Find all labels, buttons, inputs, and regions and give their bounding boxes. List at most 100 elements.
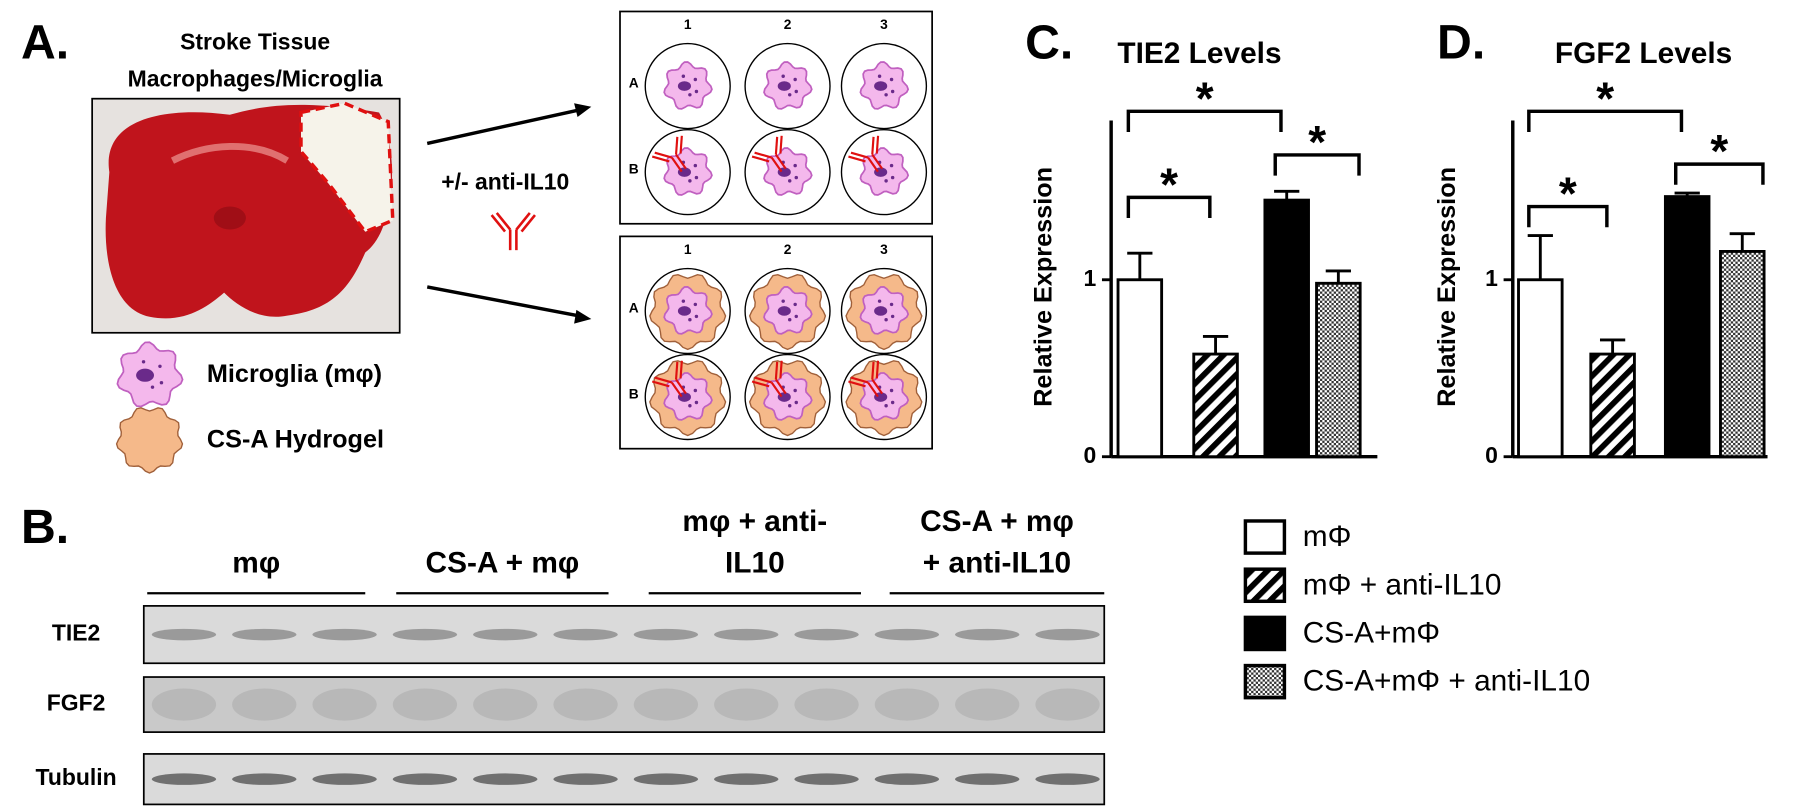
y-tick-label: 1 bbox=[1485, 265, 1498, 291]
legend-label: CS-A+mΦ + anti-IL10 bbox=[1303, 665, 1590, 698]
blot-band bbox=[794, 628, 859, 641]
lane-group-label: CS-A + mφ bbox=[920, 505, 1074, 538]
blot-band bbox=[473, 688, 538, 721]
legend-swatch bbox=[1243, 615, 1287, 652]
bar bbox=[1719, 250, 1766, 459]
key-label: Microglia (mφ) bbox=[207, 360, 382, 388]
y-axis-label: Relative Expression bbox=[1433, 167, 1461, 407]
bar bbox=[1263, 198, 1310, 459]
granule bbox=[794, 89, 798, 94]
granule bbox=[781, 299, 785, 303]
antibody-stroke bbox=[520, 214, 536, 233]
chart-title: TIE2 Levels bbox=[1117, 37, 1281, 70]
blot-strip bbox=[142, 605, 1106, 665]
y-axis-label: Relative Expression bbox=[1029, 167, 1057, 407]
antibody-stroke bbox=[848, 380, 866, 388]
blot-band bbox=[955, 688, 1020, 721]
blot-band bbox=[232, 773, 297, 785]
arrow-head bbox=[574, 309, 592, 324]
legend: mΦ mΦ + anti-IL10 CS-A+mΦ CS-A+mΦ + anti-IL… bbox=[1243, 519, 1590, 700]
panel-label: D. bbox=[1437, 16, 1485, 70]
panel-label: A. bbox=[21, 16, 69, 70]
panel-title: Stroke Tissue bbox=[180, 29, 330, 55]
blot-band bbox=[714, 688, 779, 721]
significance-label: * bbox=[1559, 167, 1577, 219]
granule bbox=[788, 317, 792, 322]
nucleus bbox=[874, 81, 888, 91]
antibody-stroke bbox=[779, 135, 783, 154]
granule bbox=[884, 317, 888, 322]
blot-band bbox=[794, 773, 859, 785]
blot-band bbox=[553, 688, 618, 721]
significance-bracket bbox=[1674, 162, 1765, 185]
antibody-icon bbox=[490, 212, 536, 251]
antibody-stroke bbox=[875, 135, 880, 154]
antibody-stroke bbox=[651, 380, 670, 388]
significance-label: * bbox=[1710, 125, 1728, 177]
blot-band bbox=[392, 773, 458, 785]
charts: C. TIE2 Levels Relative Expression 0 1 * * * D. F… bbox=[1025, 16, 1768, 468]
granule bbox=[681, 74, 686, 78]
key-label: CS-A Hydrogel bbox=[207, 425, 384, 453]
nucleus bbox=[874, 306, 888, 316]
antibody-stroke bbox=[867, 156, 879, 173]
blot-band bbox=[232, 688, 297, 721]
blot-band bbox=[633, 688, 699, 721]
blot-strip bbox=[142, 676, 1106, 733]
antibody-stroke bbox=[770, 381, 783, 398]
blot-band bbox=[392, 688, 458, 721]
antibody-icon bbox=[848, 360, 884, 398]
significance-bracket bbox=[1527, 204, 1609, 228]
panel-label: B. bbox=[21, 500, 69, 554]
antibody-stroke bbox=[675, 153, 687, 170]
granule bbox=[889, 302, 894, 307]
granule bbox=[890, 89, 895, 94]
antibody-icon bbox=[651, 135, 687, 173]
granule bbox=[793, 163, 797, 168]
antibody-stroke bbox=[774, 361, 779, 380]
panel-label: C. bbox=[1025, 16, 1073, 70]
blot-band bbox=[874, 688, 940, 721]
blot-band bbox=[473, 773, 538, 785]
significance-label: * bbox=[1308, 116, 1326, 168]
antibody-stroke bbox=[774, 136, 779, 155]
antibody-stroke bbox=[850, 376, 869, 384]
antibody-stroke bbox=[770, 156, 783, 173]
antibody-icon bbox=[848, 135, 884, 173]
granule bbox=[693, 302, 698, 307]
y-tick-label: 0 bbox=[1485, 442, 1498, 468]
granule bbox=[688, 404, 692, 408]
significance-label: * bbox=[1596, 72, 1614, 124]
blot-band bbox=[151, 628, 217, 641]
blot-band bbox=[473, 628, 538, 641]
antibody-stroke bbox=[850, 151, 869, 159]
legend-swatch bbox=[1243, 519, 1287, 555]
nucleus bbox=[777, 81, 791, 91]
granule bbox=[158, 364, 162, 369]
treatment-label: +/- anti-IL10 bbox=[441, 169, 569, 195]
plate-row-label: A bbox=[629, 75, 639, 90]
antibody-icon bbox=[651, 360, 687, 398]
antibody-stroke bbox=[651, 155, 670, 163]
granule bbox=[884, 179, 888, 183]
blot-band bbox=[1035, 688, 1100, 721]
granule bbox=[794, 400, 798, 405]
blot-band bbox=[714, 773, 779, 785]
antibody-stroke bbox=[674, 361, 679, 380]
granule bbox=[150, 385, 155, 389]
arrow bbox=[426, 285, 584, 319]
granule bbox=[793, 302, 797, 307]
significance-label: * bbox=[1196, 72, 1214, 124]
antibody-stroke bbox=[751, 380, 770, 388]
plate-column-label: 3 bbox=[880, 242, 888, 257]
arrow-head bbox=[574, 103, 592, 118]
antibody-stroke bbox=[675, 378, 687, 395]
hydrogel-icon bbox=[115, 407, 184, 474]
bar bbox=[1192, 352, 1239, 459]
antibody-stroke bbox=[871, 153, 884, 170]
significance-bracket bbox=[1527, 109, 1684, 132]
antibody-stroke bbox=[670, 156, 683, 173]
blot-band bbox=[553, 628, 618, 641]
blot-row-label: TIE2 bbox=[52, 620, 100, 646]
